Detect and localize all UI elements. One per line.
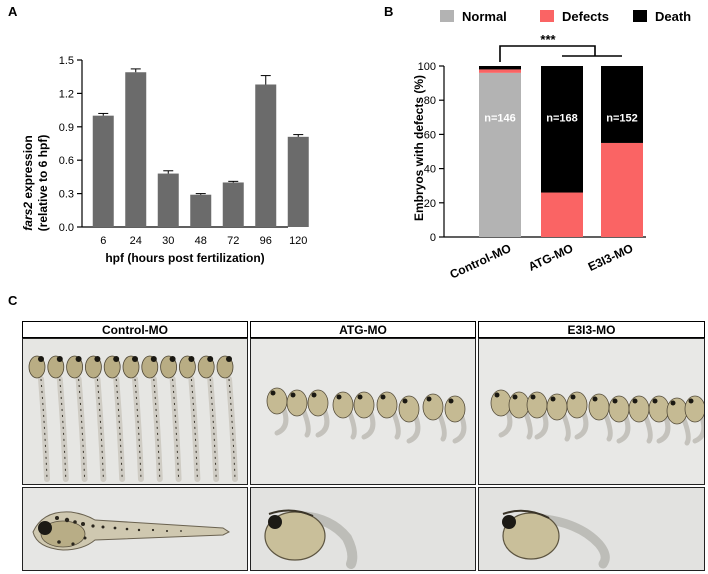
- fars2-expression-chart: fars2 expression (relative to 6 hpf) 0.0…: [21, 55, 309, 265]
- x-tick-label: E3I3-MO: [586, 241, 635, 274]
- column-header-control: Control-MO: [22, 321, 248, 338]
- legend-label-normal: Normal: [462, 9, 507, 24]
- x-tick-label: 120: [289, 235, 307, 247]
- y-tick-label: 0.3: [59, 189, 74, 201]
- y-tick-label: 0.9: [59, 122, 74, 134]
- y-tick-label: 60: [424, 129, 436, 141]
- embryo-photo-grid: Control-MO ATG-MO E3I3-MO: [22, 321, 705, 571]
- bar-120: [287, 136, 309, 227]
- y-tick-label: 0: [430, 232, 436, 244]
- x-axis-label: hpf (hours post fertilization): [105, 251, 264, 265]
- photo-e3i3-single: [478, 487, 705, 571]
- y-tick-label: 0.6: [59, 155, 74, 167]
- segment-defects: [601, 142, 643, 237]
- y-tick-label: 1.5: [59, 55, 74, 67]
- n-label: n=146: [484, 112, 516, 124]
- bar-30: [157, 173, 179, 227]
- n-label: n=168: [546, 112, 578, 124]
- y-axis-label: Embryos with defects (%): [412, 75, 426, 221]
- y-tick-label: 80: [424, 95, 436, 107]
- panel-label-b: B: [384, 4, 394, 19]
- significance-bracket: ***: [499, 32, 622, 62]
- photo-control-group: [22, 338, 248, 485]
- n-label: n=152: [606, 112, 638, 124]
- bar-48: [190, 194, 212, 227]
- x-tick-label: 48: [195, 235, 207, 247]
- y-axis-label-line2: (relative to 6 hpf): [36, 135, 50, 232]
- panel-label-c: C: [8, 293, 18, 308]
- photo-control-single: [22, 487, 248, 571]
- x-tick-label: 6: [100, 235, 106, 247]
- column-header-e3i3: E3I3-MO: [478, 321, 705, 338]
- legend-label-defects: Defects: [562, 9, 609, 24]
- y-tick-label: 0.0: [59, 222, 74, 234]
- x-tick-label: Control-MO: [448, 241, 514, 282]
- segment-death: [541, 66, 583, 193]
- segment-defects: [479, 69, 521, 73]
- panel-label-a: A: [8, 4, 18, 19]
- y-tick-label: 1.2: [59, 88, 74, 100]
- bar-72: [222, 182, 244, 227]
- segment-normal: [479, 72, 521, 237]
- segment-death: [601, 66, 643, 143]
- embryo-defects-chart: Normal Defects Death Embryos with defects …: [412, 9, 691, 282]
- y-tick-label: 100: [418, 61, 436, 73]
- y-tick-label: 20: [424, 198, 436, 210]
- bar-6: [92, 115, 114, 227]
- x-tick-label: 72: [227, 235, 239, 247]
- y-tick-label: 40: [424, 164, 436, 176]
- photo-atg-group: [250, 338, 476, 485]
- x-tick-label: ATG-MO: [526, 241, 575, 274]
- legend-swatch-defects: [540, 10, 554, 22]
- photo-atg-single: [250, 487, 476, 571]
- significance-stars: ***: [540, 32, 556, 47]
- legend-swatch-death: [633, 10, 647, 22]
- bar-96: [255, 84, 277, 227]
- legend-swatch-normal: [440, 10, 454, 22]
- legend-label-death: Death: [655, 9, 691, 24]
- x-tick-label: 24: [130, 235, 142, 247]
- segment-death: [479, 66, 521, 70]
- y-axis-label-line1: fars2 expression: [21, 135, 35, 230]
- x-tick-label: 96: [260, 235, 272, 247]
- segment-defects: [541, 192, 583, 237]
- x-tick-label: 30: [162, 235, 174, 247]
- column-header-atg: ATG-MO: [250, 321, 476, 338]
- photo-e3i3-group: [478, 338, 705, 485]
- bar-24: [125, 72, 147, 227]
